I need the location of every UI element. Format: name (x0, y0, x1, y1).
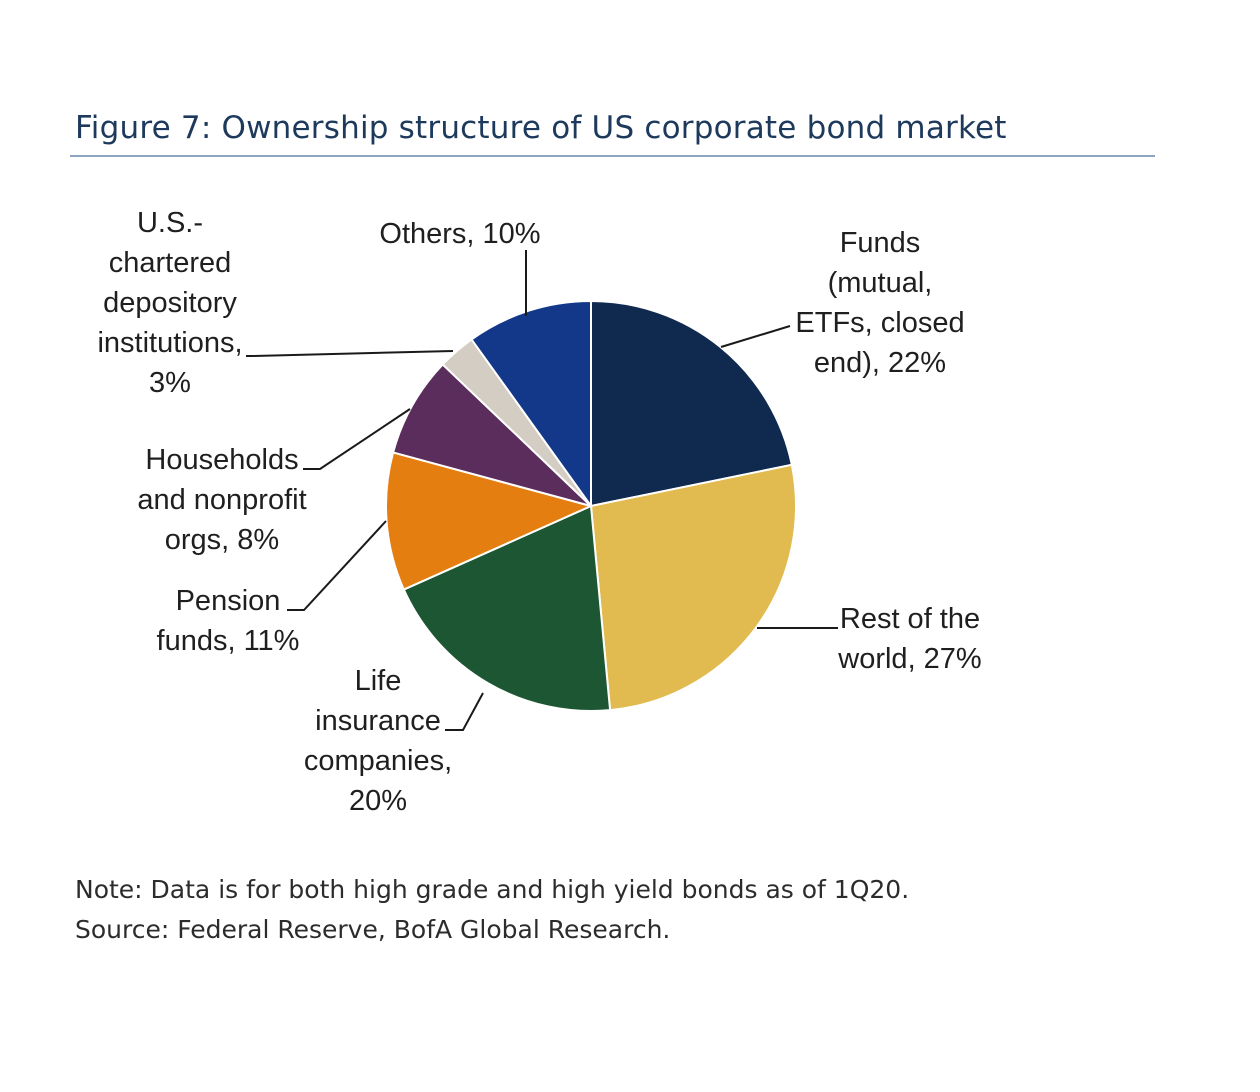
pie-slice-1 (590, 299, 794, 508)
title-divider (70, 155, 1155, 157)
pie-slice-7 (470, 299, 592, 510)
pie-slice-3 (402, 504, 612, 712)
slice-label-3: Life insurance companies, 20% (304, 665, 452, 817)
pie-chart: Funds (mutual, ETFs, closed end), 22% Rest o… (97, 207, 981, 817)
footnote: Note: Data is for both high grade and hi… (75, 870, 909, 950)
leader-line-5 (303, 408, 411, 470)
pie-slice-5 (391, 363, 592, 507)
slice-labels: Funds (mutual, ETFs, closed end), 22% Rest o… (97, 207, 981, 817)
pie-slice-4 (385, 451, 594, 591)
slice-label-4: Pension funds, 11% (157, 585, 300, 657)
pie-slice-2 (589, 463, 797, 712)
leader-line-3 (445, 692, 484, 731)
source-text: Source: Federal Reserve, BofA Global Res… (75, 915, 671, 944)
slice-label-6: U.S.-chartered depository institutions, 3% (97, 207, 242, 399)
note-text: Note: Data is for both high grade and hi… (75, 875, 910, 904)
chart-title: Figure 7: Ownership structure of US corp… (75, 110, 1007, 146)
slice-label-7: Others, 10% (379, 218, 540, 250)
leader-line-4 (287, 520, 387, 611)
slice-label-1: Funds (mutual, ETFs, closed end), 22% (795, 227, 964, 379)
slice-label-5: Households and nonprofit orgs, 8% (137, 444, 306, 556)
pie-slices (385, 299, 797, 712)
leader-line-1 (720, 325, 791, 348)
leader-lines (246, 250, 838, 731)
slice-label-2: Rest of the world, 27% (837, 603, 981, 675)
leader-line-6 (246, 350, 454, 357)
